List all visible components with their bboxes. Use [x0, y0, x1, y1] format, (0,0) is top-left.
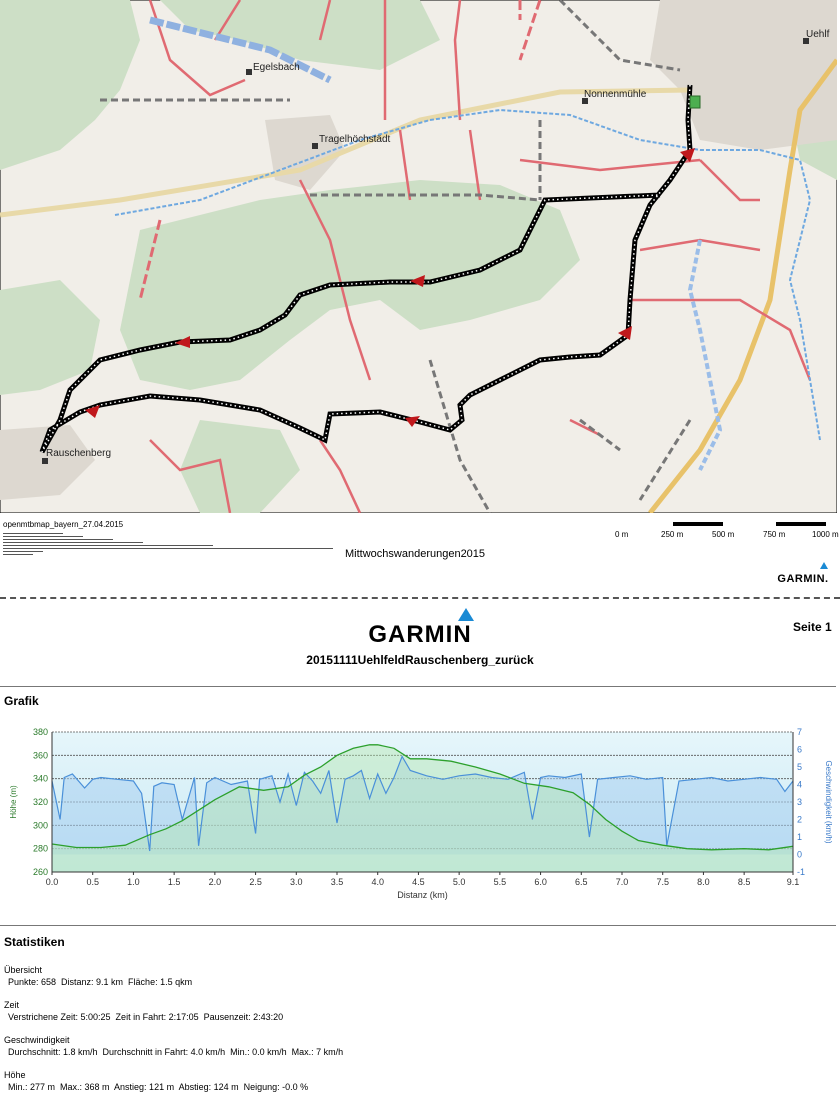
main-road — [0, 87, 691, 218]
river — [687, 239, 723, 471]
stat-heading-geschwindigkeit: Geschwindigkeit — [4, 1035, 70, 1045]
garmin-triangle-icon — [820, 562, 828, 569]
collection-name: Mittwochswanderungen2015 — [345, 548, 486, 560]
y-right-tick-label: 7 — [797, 727, 802, 737]
statistiken-title: Statistiken — [4, 935, 65, 949]
x-tick-label: 5.5 — [494, 877, 507, 887]
x-tick-label: 7.5 — [656, 877, 669, 887]
x-tick-label: 3.0 — [290, 877, 303, 887]
stat-heading-zeit: Zeit — [4, 1000, 20, 1010]
legend-lines — [3, 531, 333, 557]
stat-heading-hoehe: Höhe — [4, 1070, 26, 1080]
page-separator — [0, 597, 840, 599]
y-right-tick-label: 6 — [797, 745, 802, 755]
y-right-tick-label: 0 — [797, 850, 802, 860]
direction-arrow-icon — [680, 148, 695, 162]
scale-label: 250 m — [661, 530, 684, 539]
x-tick-label: 3.5 — [331, 877, 344, 887]
forest-area — [0, 0, 140, 170]
x-tick-label: 1.5 — [168, 877, 181, 887]
y-left-tick-label: 380 — [33, 727, 48, 737]
place-marker-icon — [582, 98, 588, 104]
x-tick-label: 8.5 — [738, 877, 751, 887]
lake — [149, 16, 332, 84]
garmin-logo: GARMIN — [352, 608, 488, 649]
y-left-tick-label: 280 — [33, 844, 48, 854]
track-title: 20151111UehlfeldRauschenberg_zurück — [306, 653, 534, 667]
y-left-tick-label: 340 — [33, 774, 48, 784]
place-label-uehlfeld: Uehlf — [806, 29, 830, 40]
section-divider — [0, 686, 836, 687]
y-right-tick-label: 4 — [797, 780, 802, 790]
forest-area — [180, 420, 300, 513]
direction-arrow-icon — [175, 336, 190, 348]
scale-label: 750 m — [763, 530, 786, 539]
speed-series-line — [51, 755, 794, 852]
x-tick-label: 0.5 — [86, 877, 99, 887]
stat-line-geschwindigkeit: Durchschnitt: 1.8 km/h Durchschnitt in F… — [8, 1047, 344, 1057]
x-tick-label: 2.5 — [249, 877, 262, 887]
x-tick-label: 9.1 — [787, 877, 800, 887]
scale-label: 500 m — [712, 530, 735, 539]
x-tick-label: 5.0 — [453, 877, 466, 887]
elevation-speed-chart: 0.0 0.5 1.0 1.5 2.0 2.5 3.0 3.5 4.0 4.5 5.0 5.5 6.0 6… — [9, 727, 833, 900]
x-tick-label: 1.0 — [127, 877, 140, 887]
page-number: Seite 1 — [793, 620, 832, 634]
place-marker-icon — [42, 458, 48, 464]
y-right-tick-label: 2 — [797, 815, 802, 825]
y-left-axis-label: Höhe (m) — [9, 785, 18, 819]
garmin-logo-small: GARMIN. — [772, 562, 834, 587]
place-marker-icon — [246, 69, 252, 75]
place-label-rauschenberg: Rauschenberg — [46, 448, 111, 459]
x-tick-label: 2.0 — [209, 877, 222, 887]
route-map[interactable]: Egelsbach Nonnenmühle Tragelhöchstädt Ra… — [0, 0, 837, 513]
scale-label: 0 m — [615, 530, 629, 539]
y-left-tick-label: 360 — [33, 750, 48, 760]
x-tick-label: 6.5 — [575, 877, 588, 887]
y-left-tick-label: 300 — [33, 820, 48, 830]
place-marker-icon — [803, 38, 809, 44]
grafik-title: Grafik — [4, 694, 39, 708]
place-label-egelsbach: Egelsbach — [253, 62, 300, 73]
stat-line-hoehe: Min.: 277 m Max.: 368 m Anstieg: 121 m A… — [8, 1082, 309, 1092]
place-label-tragelhoechstaedt: Tragelhöchstädt — [319, 134, 391, 145]
y-left-tick-label: 320 — [33, 797, 48, 807]
forest-area — [0, 280, 100, 395]
direction-arrow-icon — [85, 405, 100, 418]
direction-arrow-icon — [618, 326, 632, 340]
main-road — [648, 58, 837, 513]
elevation-series-line — [51, 744, 794, 851]
place-label-nonnenmuehle: Nonnenmühle — [584, 89, 647, 100]
river — [114, 108, 821, 441]
start-flag-icon — [689, 95, 701, 109]
direction-arrow-icon — [410, 275, 425, 287]
y-right-axis-label: Geschwindigkeit (km/h) — [824, 760, 833, 843]
place-marker-icon — [312, 143, 318, 149]
x-tick-label: 7.0 — [616, 877, 629, 887]
stat-heading-uebersicht: Übersicht — [4, 965, 43, 975]
direction-arrow-icon — [405, 416, 420, 427]
y-left-tick-label: 260 — [33, 867, 48, 877]
stat-line-uebersicht: Punkte: 658 Distanz: 9.1 km Fläche: 1.5 … — [8, 977, 193, 987]
elevation-area — [52, 744, 793, 872]
speed-area — [52, 756, 793, 855]
x-tick-label: 8.0 — [697, 877, 710, 887]
y-right-tick-label: -1 — [797, 867, 805, 877]
y-right-tick-label: 5 — [797, 762, 802, 772]
x-tick-label: 4.5 — [412, 877, 425, 887]
scale-label: 1000 m — [812, 530, 839, 539]
x-tick-label: 6.0 — [534, 877, 547, 887]
x-tick-label: 4.0 — [371, 877, 384, 887]
map-source: openmtbmap_bayern_27.04.2015 — [3, 520, 124, 529]
y-right-tick-label: 3 — [797, 797, 802, 807]
y-right-tick-label: 1 — [797, 832, 802, 842]
stat-line-zeit: Verstrichene Zeit: 5:00:25 Zeit in Fahrt… — [8, 1012, 284, 1022]
x-axis-label: Distanz (km) — [397, 890, 448, 900]
garmin-triangle-icon — [458, 608, 474, 621]
section-divider — [0, 925, 836, 926]
x-tick-label: 0.0 — [46, 877, 59, 887]
town-area — [650, 0, 837, 150]
